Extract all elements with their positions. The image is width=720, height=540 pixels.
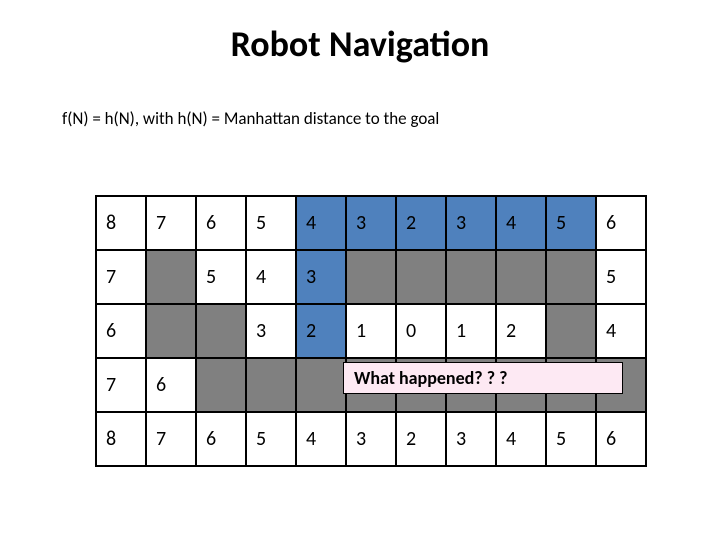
grid-cell: 3 [446, 412, 496, 466]
grid-cell: 7 [96, 250, 146, 304]
grid-cell: 6 [196, 196, 246, 250]
grid-cell: 4 [296, 196, 346, 250]
grid-cell: 8 [96, 196, 146, 250]
grid-cell: 3 [346, 412, 396, 466]
page-title: Robot Navigation [0, 0, 720, 66]
grid-cell: 7 [146, 196, 196, 250]
grid-cell: 1 [346, 304, 396, 358]
grid-cell: 5 [596, 250, 646, 304]
grid-cell: 7 [146, 412, 196, 466]
grid-cell [546, 250, 596, 304]
grid-cell: 5 [246, 412, 296, 466]
grid-cell: 6 [196, 412, 246, 466]
grid-cell [146, 304, 196, 358]
grid-cell: 1 [446, 304, 496, 358]
grid-cell [196, 304, 246, 358]
grid-cell: 0 [396, 304, 446, 358]
grid-cell: 3 [446, 196, 496, 250]
grid-cell: 6 [596, 196, 646, 250]
grid-cell [546, 304, 596, 358]
grid-cell [246, 358, 296, 412]
grid-cell [346, 250, 396, 304]
grid-cell [146, 250, 196, 304]
grid-cell [496, 250, 546, 304]
grid-cell: 5 [546, 196, 596, 250]
grid-cell [296, 358, 346, 412]
navigation-grid: 8765432345675435632101247687654323456 [95, 195, 647, 467]
grid-cell: 8 [96, 412, 146, 466]
grid-cell: 5 [196, 250, 246, 304]
grid-cell: 5 [546, 412, 596, 466]
grid-cell: 6 [146, 358, 196, 412]
grid-cell: 5 [246, 196, 296, 250]
grid-cell: 2 [296, 304, 346, 358]
grid-cell [396, 250, 446, 304]
grid-cell: 6 [96, 304, 146, 358]
grid-cell: 3 [296, 250, 346, 304]
grid-cell: 4 [496, 196, 546, 250]
grid-cell: 3 [346, 196, 396, 250]
grid-cell: 2 [396, 196, 446, 250]
grid-cell: 2 [396, 412, 446, 466]
grid-cell: 6 [596, 412, 646, 466]
grid-cell: 3 [246, 304, 296, 358]
grid-cell: 2 [496, 304, 546, 358]
callout-box: What happened? ? ? [343, 362, 623, 394]
grid-cell: 4 [496, 412, 546, 466]
grid-cell: 4 [596, 304, 646, 358]
grid-cell [196, 358, 246, 412]
grid-container: 8765432345675435632101247687654323456 [95, 195, 647, 467]
grid-cell [446, 250, 496, 304]
grid-cell: 7 [96, 358, 146, 412]
grid-cell: 4 [246, 250, 296, 304]
subtitle-text: f(N) = h(N), with h(N) = Manhattan dista… [0, 66, 720, 129]
callout-text: What happened? ? ? [354, 367, 507, 389]
grid-cell: 4 [296, 412, 346, 466]
